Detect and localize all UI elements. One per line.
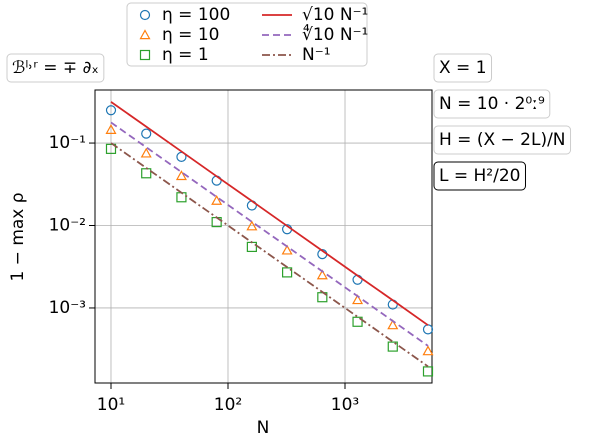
annotation-box [433,89,551,119]
marker [387,319,399,330]
x-tick-label: 10³ [331,395,359,415]
legend-label: ∜10 N⁻¹ [302,24,368,45]
legend-label: η = 10 [162,25,219,45]
annotation-box [433,53,493,83]
legend-box [126,2,368,67]
marker [422,324,434,335]
series-line [110,121,429,347]
annotation: L = H²/20 [439,166,520,186]
x-axis-label: N [257,418,270,438]
marker [141,128,152,139]
marker [316,269,328,280]
y-axis-label: 1 − max ρ [8,192,28,281]
marker [176,192,187,203]
x-tick-label: 10² [214,395,242,415]
marker [105,105,117,116]
marker [141,168,152,179]
annotation-box [6,53,105,83]
marker [105,124,117,134]
marker [352,294,364,305]
marker [105,143,117,154]
legend-label: η = 100 [162,5,230,25]
annotation-box [433,161,526,191]
legend-swatch [139,29,151,40]
marker [140,147,152,158]
plot-frame [94,89,433,384]
legend-label: N⁻¹ [302,45,331,65]
annotation-box [433,125,572,155]
y-tick-label: 10⁻³ [49,298,86,318]
legend-swatch [139,9,151,21]
marker [422,345,434,356]
legend-label: η = 1 [162,45,209,65]
annotation: H = (X − 2L)/N [439,130,566,150]
series-line [110,142,429,368]
annotation: N = 10 · 2⁰ː⁹ [439,94,545,114]
marker [175,170,187,181]
marker [422,366,434,377]
marker [387,341,398,352]
x-tick-label: 10¹ [97,395,125,415]
y-tick-label: 10⁻² [49,216,86,236]
annotation: X = 1 [439,58,487,78]
annotation: ℬˡ˒ʳ = ∓ ∂ₓ [12,58,99,78]
legend-swatch [139,49,151,61]
marker [281,244,293,255]
legend-label: √10 N⁻¹ [302,5,368,25]
y-tick-label: 10⁻¹ [49,133,86,153]
series-line [110,101,429,326]
marker [246,220,258,231]
marker [246,241,257,253]
marker [211,194,223,205]
marker [352,316,363,327]
